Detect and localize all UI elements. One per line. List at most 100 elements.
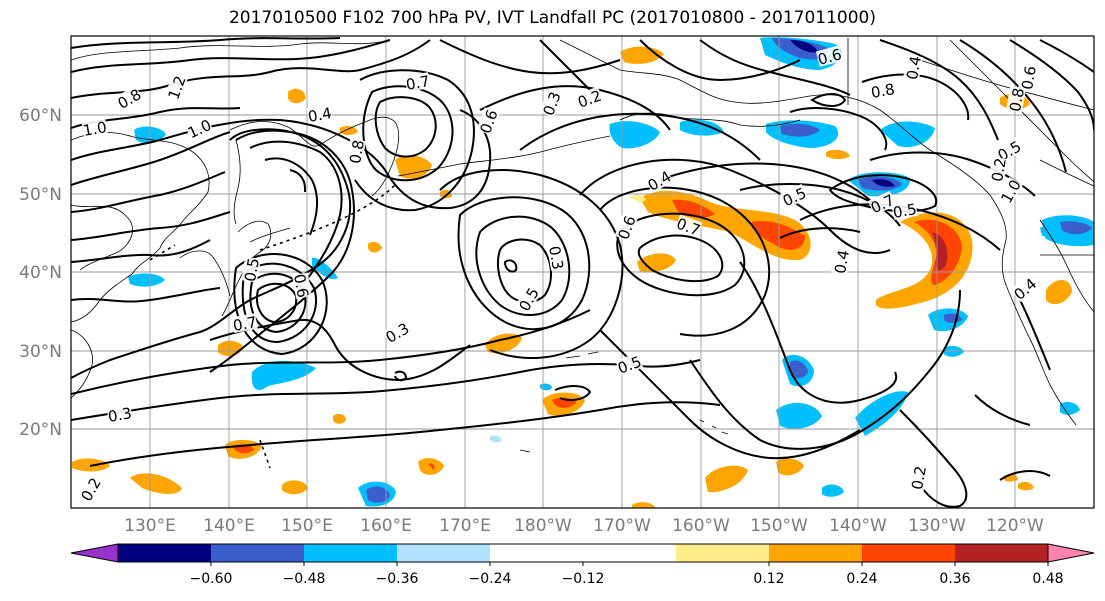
lat-label: 50°N <box>19 185 62 205</box>
colorbar-segment <box>583 544 677 562</box>
contour-label: 0.7 <box>404 72 431 94</box>
contour-label: 0.6 <box>815 45 844 69</box>
svg-text:0.6: 0.6 <box>290 273 312 300</box>
lat-label: 20°N <box>19 420 62 440</box>
contour-label: 0.8 <box>1006 86 1028 113</box>
contour-label: 0.7 <box>231 313 258 335</box>
lon-label: 140°W <box>829 516 887 536</box>
contour-label: 0.4 <box>903 54 925 81</box>
colorbar-tick-label: −0.48 <box>283 571 326 587</box>
lon-label: 120°W <box>986 516 1044 536</box>
colorbar-tick-label: 0.24 <box>846 571 877 587</box>
colorbar-segment <box>955 544 1049 562</box>
colorbar-extend-high <box>1047 543 1095 563</box>
colorbar-segment <box>769 544 863 562</box>
colorbar-tick-label: −0.36 <box>376 571 419 587</box>
lon-label: 150°W <box>750 516 808 536</box>
lon-label: 170°E <box>439 516 491 536</box>
contour-label: 0.6 <box>290 272 312 299</box>
svg-text:0.4: 0.4 <box>645 167 675 195</box>
colorbar-tick-label: 0.12 <box>753 571 784 587</box>
lon-label: 160°W <box>672 516 730 536</box>
contour-label: 0.6 <box>476 107 502 136</box>
contour-label: 0.6 <box>1018 64 1040 91</box>
colorbar-extend-low <box>70 543 119 563</box>
contour-label: 0.5 <box>891 200 918 222</box>
lon-label: 170°W <box>593 516 651 536</box>
contour-label: 0.8 <box>346 138 368 165</box>
svg-text:0.5: 0.5 <box>615 353 644 378</box>
colorbar-segment <box>397 544 491 562</box>
svg-text:0.5: 0.5 <box>515 285 543 315</box>
colorbar-segment <box>862 544 956 562</box>
svg-text:0.4: 0.4 <box>307 104 334 126</box>
svg-text:0.3: 0.3 <box>383 319 413 347</box>
colorbar-tick-label: −0.60 <box>190 571 233 587</box>
svg-text:0.8: 0.8 <box>346 139 368 166</box>
svg-text:1.0: 1.0 <box>185 116 214 142</box>
contour-label: 1.0 <box>184 115 214 142</box>
colorbar-segment <box>490 544 584 562</box>
colorbar-segment <box>211 544 305 562</box>
colorbar-tick-label: 0.36 <box>939 571 970 587</box>
svg-text:0.6: 0.6 <box>477 107 502 136</box>
longitude-labels: 130°E 140°E 150°E 160°E 170°E 180°W 170°W 160°W… <box>124 516 1044 536</box>
contour-labels: 1.00.8 1.21.00.70.40.80.60.3 0.20.50.60.40… <box>77 45 1040 504</box>
lon-label: 130°W <box>908 516 966 536</box>
contour-label: 0.3 <box>382 319 413 347</box>
lat-label: 40°N <box>19 263 62 283</box>
svg-text:0.4: 0.4 <box>903 55 925 82</box>
svg-text:0.5: 0.5 <box>780 184 809 210</box>
svg-text:1.2: 1.2 <box>165 73 190 102</box>
lon-label: 180°W <box>514 516 572 536</box>
svg-text:0.4: 0.4 <box>831 249 853 276</box>
contour-label: 0.6 <box>614 213 640 242</box>
svg-text:0.6: 0.6 <box>1018 65 1040 92</box>
lon-label: 160°E <box>360 516 412 536</box>
latitude-labels: 60°N 50°N 40°N 30°N 20°N <box>19 106 62 440</box>
contour-label: 0.2 <box>988 156 1010 183</box>
contour-label: 0.2 <box>77 474 105 505</box>
colorbar-tick-label: −0.12 <box>562 571 605 587</box>
svg-text:0.2: 0.2 <box>77 475 105 505</box>
contour-label: 0.3 <box>106 404 133 426</box>
svg-text:0.6: 0.6 <box>816 45 844 69</box>
svg-text:0.8: 0.8 <box>870 80 897 102</box>
contour-label: 0.5 <box>615 352 644 378</box>
colorbar-segment <box>118 544 212 562</box>
pc-shading <box>72 37 1094 508</box>
lon-label: 130°E <box>124 516 176 536</box>
contour-label: 0.4 <box>831 248 853 275</box>
svg-text:0.5: 0.5 <box>241 257 263 284</box>
colorbar: −0.60 −0.48 −0.36 −0.24 −0.12 0.12 0.24 0.36 0.4… <box>70 543 1095 587</box>
lon-label: 150°E <box>281 516 333 536</box>
colorbar-tick-label: 0.48 <box>1032 571 1063 587</box>
contour-label: 0.3 <box>539 89 565 118</box>
contour-label: 0.4 <box>306 104 333 126</box>
lon-label: 140°E <box>203 516 255 536</box>
svg-text:0.8: 0.8 <box>115 85 145 113</box>
contour-label: 0.8 <box>869 80 896 102</box>
svg-text:0.3: 0.3 <box>545 245 567 272</box>
lat-label: 60°N <box>19 106 62 126</box>
svg-text:0.2: 0.2 <box>988 157 1010 184</box>
svg-text:0.7: 0.7 <box>232 313 259 335</box>
lat-label: 30°N <box>19 342 62 362</box>
contour-label: 0.5 <box>779 183 809 210</box>
contour-label: 0.5 <box>515 284 543 315</box>
contour-label: 1.0 <box>81 118 108 140</box>
contour-label: 0.4 <box>644 167 675 195</box>
svg-text:0.7: 0.7 <box>405 72 432 94</box>
svg-text:0.6: 0.6 <box>615 213 640 242</box>
svg-text:0.2: 0.2 <box>908 465 930 492</box>
colorbar-segment <box>676 544 770 562</box>
contour-label: 0.8 <box>114 85 145 113</box>
map-title: 2017010500 F102 700 hPa PV, IVT Landfall… <box>228 8 876 28</box>
colorbar-segment <box>304 544 398 562</box>
svg-text:0.8: 0.8 <box>1006 87 1028 114</box>
svg-text:1.0: 1.0 <box>82 118 109 140</box>
contour-label: 0.2 <box>908 464 930 491</box>
svg-text:0.5: 0.5 <box>892 200 919 222</box>
contour-label: 0.5 <box>241 256 263 283</box>
